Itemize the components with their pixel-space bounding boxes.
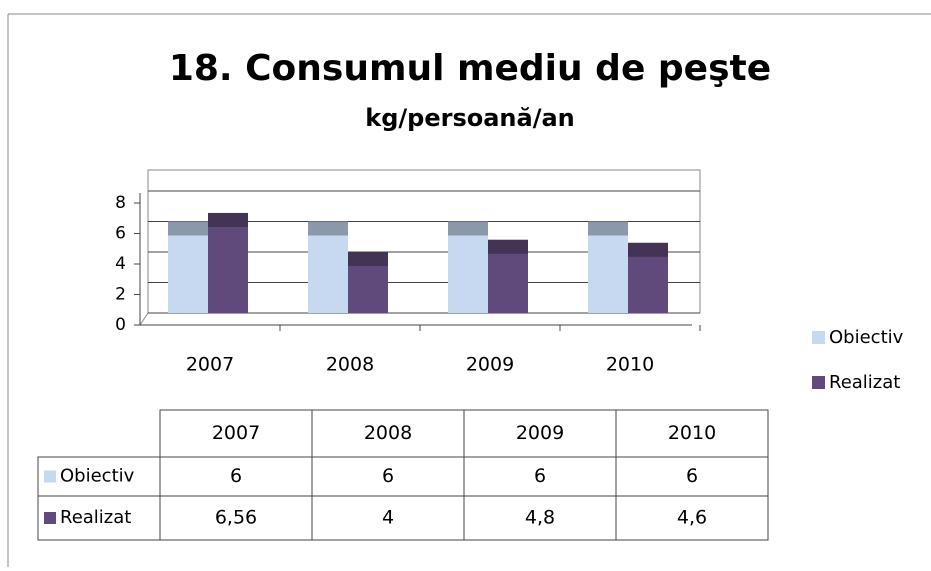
legend-swatch [812, 376, 825, 389]
table-header: 2009 [516, 422, 564, 444]
y-tick-label: 4 [115, 254, 126, 274]
table-row-label: Realizat [60, 507, 131, 528]
chart-title: 18. Consumul mediu de peşte [169, 48, 771, 89]
table-cell: 4,8 [525, 507, 555, 529]
table-header: 2008 [364, 422, 412, 444]
x-tick-label: 2009 [466, 354, 514, 376]
table-header: 2010 [668, 422, 716, 444]
bar [448, 221, 488, 313]
y-tick-label: 2 [115, 285, 126, 305]
chart-subtitle: kg/persoană/an [365, 104, 575, 132]
table-cell: 6 [534, 465, 546, 487]
bar [308, 221, 348, 313]
x-tick-label: 2007 [186, 354, 234, 376]
bar-top-face [588, 221, 628, 236]
table-legend-swatch [44, 470, 56, 483]
legend-swatch [812, 331, 825, 344]
bar-top-face [168, 221, 208, 236]
y-tick-label: 0 [115, 315, 126, 335]
bar [588, 221, 628, 313]
bar-top-face [628, 242, 668, 257]
table-cell: 6 [686, 465, 698, 487]
bar-top-face [348, 252, 388, 266]
table-cell: 4,6 [677, 507, 707, 529]
x-tick-label: 2010 [606, 354, 654, 376]
table-legend-swatch [44, 512, 56, 524]
legend-label: Realizat [829, 372, 900, 393]
bar [208, 212, 248, 313]
legend-label: Obiectiv [829, 327, 904, 348]
x-tick-label: 2008 [326, 354, 374, 376]
table-row-label: Obiectiv [60, 466, 135, 487]
bar-top-face [448, 221, 488, 236]
bar-top-face [308, 221, 348, 236]
bar [168, 221, 208, 313]
bar-top-face [208, 212, 248, 227]
y-tick-label: 6 [115, 224, 126, 244]
y-tick-label: 8 [115, 193, 126, 213]
table-cell: 6 [382, 465, 394, 487]
table-cell: 6,56 [215, 507, 257, 529]
table-cell: 6 [230, 465, 242, 487]
plot-wall [139, 169, 701, 326]
table-header: 2007 [212, 422, 260, 444]
bar-top-face [488, 239, 528, 254]
table-cell: 4 [382, 507, 394, 529]
